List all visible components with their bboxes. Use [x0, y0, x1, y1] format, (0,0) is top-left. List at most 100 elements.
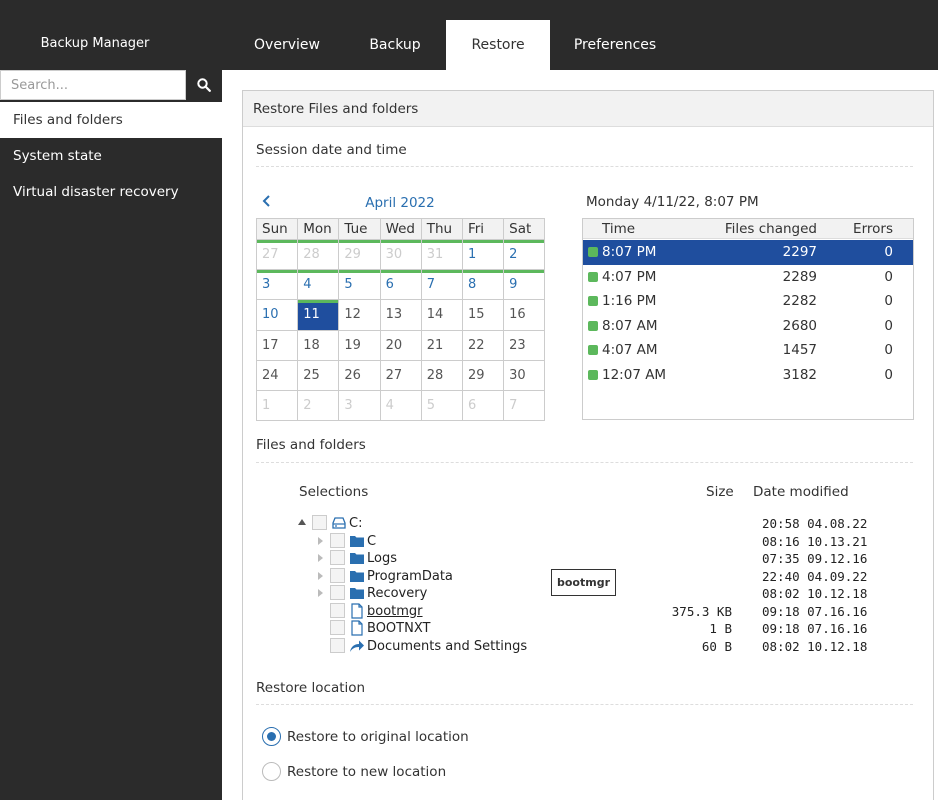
session-errors: 0	[884, 268, 893, 285]
selection-checkbox[interactable]	[330, 585, 345, 600]
tree-row[interactable]: Documents and Settings 60 B 08:02 10.12.…	[243, 637, 933, 656]
session-row[interactable]: 4:07 AM 1457 0	[583, 338, 913, 363]
calendar-month: April 2022	[365, 195, 435, 211]
session-list-header: Time Files changed Errors	[583, 219, 913, 239]
radio-restore-new[interactable]	[262, 762, 281, 781]
calendar-day: 31	[420, 238, 463, 271]
sidebar-item-files-and-folders[interactable]: Files and folders	[0, 102, 222, 138]
files-section-title: Files and folders	[256, 437, 366, 453]
column-header-size: Size	[706, 484, 734, 500]
session-row[interactable]: 8:07 AM 2680 0	[583, 314, 913, 339]
session-list: Time Files changed Errors 8:07 PM 2297 0…	[582, 218, 914, 420]
sidebar-item-virtual-disaster-recovery[interactable]: Virtual disaster recovery	[13, 184, 179, 200]
calendar-day-selected[interactable]: 11	[297, 299, 340, 331]
session-files-changed: 3182	[782, 367, 817, 383]
calendar-day: 21	[420, 329, 463, 361]
tree-item-name: Recovery	[367, 586, 428, 601]
calendar-day[interactable]: 6	[379, 269, 422, 301]
expand-toggle-icon[interactable]	[318, 589, 323, 597]
expand-toggle-icon[interactable]	[318, 536, 323, 545]
selection-checkbox[interactable]	[312, 515, 327, 530]
sidebar-item-system-state[interactable]: System state	[13, 148, 102, 164]
chevron-left-icon[interactable]	[261, 194, 273, 208]
calendar-day: 5	[420, 389, 463, 422]
column-header-files-changed: Files changed	[724, 221, 817, 237]
session-errors: 0	[884, 317, 893, 334]
expand-toggle-icon[interactable]	[318, 554, 323, 562]
tab-backup[interactable]: Backup	[369, 37, 421, 53]
tree-row[interactable]: bootmgr 375.3 KB 09:18 07.16.16	[243, 602, 933, 621]
folder-icon	[350, 535, 364, 547]
calendar-day[interactable]: 10	[255, 299, 299, 331]
selection-checkbox[interactable]	[330, 602, 345, 618]
calendar-day: 16	[503, 299, 546, 331]
section-divider	[256, 704, 913, 705]
session-row[interactable]: 1:16 PM 2282 0	[583, 289, 913, 314]
radio-restore-original[interactable]	[262, 727, 281, 746]
tree-row[interactable]: Recovery 08:02 10.12.18	[243, 585, 933, 603]
weekday-header: Tue	[338, 218, 381, 240]
calendar-day: 29	[461, 359, 505, 391]
tree-item-modified: 07:35 09.12.16	[762, 551, 868, 566]
weekday-header: Mon	[297, 218, 340, 240]
restore-location-title: Restore location	[256, 680, 366, 696]
session-row[interactable]: 12:07 AM 3182 0	[583, 363, 913, 388]
calendar-day: 24	[255, 359, 299, 391]
weekday-header: Thu	[420, 218, 463, 240]
tree-row[interactable]: C 08:16 10.13.21	[243, 532, 933, 551]
selection-checkbox[interactable]	[330, 620, 345, 635]
session-time: 12:07 AM	[602, 367, 667, 383]
calendar-day[interactable]: 8	[461, 269, 505, 301]
calendar-day[interactable]: 7	[420, 269, 463, 301]
tab-preferences[interactable]: Preferences	[573, 37, 657, 53]
session-time: 1:16 PM	[602, 293, 657, 310]
selection-checkbox[interactable]	[330, 550, 345, 565]
selection-checkbox[interactable]	[330, 532, 345, 548]
collapse-toggle-icon[interactable]	[298, 519, 306, 525]
tab-restore[interactable]: Restore	[446, 20, 550, 70]
tree-row[interactable]: ProgramData 22:40 04.09.22	[243, 567, 933, 586]
folder-icon	[350, 553, 364, 564]
tree-item-name: C	[367, 533, 377, 549]
tree-item-name[interactable]: bootmgr	[367, 603, 423, 619]
selected-session-label: Monday 4/11/22, 8:07 PM	[586, 194, 759, 210]
tree-row[interactable]: C: 20:58 04.08.22	[243, 515, 933, 533]
radio-label-restore-new: Restore to new location	[287, 764, 447, 780]
tree-item-size: 375.3 KB	[671, 603, 732, 619]
calendar-day: 1	[255, 389, 299, 422]
calendar-day[interactable]: 3	[255, 269, 299, 301]
search-button[interactable]	[186, 70, 222, 100]
tree-row[interactable]: Logs 07:35 09.12.16	[243, 550, 933, 568]
tree-row[interactable]: BOOTNXT 1 B 09:18 07.16.16	[243, 620, 933, 638]
calendar-day: 30	[503, 359, 546, 391]
selection-checkbox[interactable]	[330, 637, 345, 653]
shortcut-arrow-icon	[350, 640, 364, 652]
calendar-day[interactable]: 9	[503, 269, 546, 301]
calendar-day: 14	[420, 299, 463, 331]
session-row[interactable]: 8:07 PM 2297 0	[583, 240, 913, 265]
radio-label-restore-original: Restore to original location	[287, 729, 469, 745]
expand-toggle-icon[interactable]	[318, 571, 323, 580]
status-ok-icon	[588, 345, 598, 356]
session-files-changed: 2289	[782, 268, 817, 285]
session-row[interactable]: 4:07 PM 2289 0	[583, 265, 913, 290]
calendar-day[interactable]: 2	[503, 238, 546, 271]
calendar-day[interactable]: 5	[338, 269, 381, 301]
calendar-day[interactable]: 1	[461, 238, 505, 271]
tree-item-modified: 20:58 04.08.22	[762, 516, 868, 531]
file-icon	[351, 620, 363, 636]
tab-overview[interactable]: Overview	[254, 37, 320, 53]
selection-checkbox[interactable]	[330, 567, 345, 583]
calendar-day: 7	[503, 389, 546, 422]
calendar-day[interactable]: 4	[297, 269, 340, 301]
calendar-day: 17	[255, 329, 299, 361]
calendar-day: 30	[379, 238, 422, 271]
session-section-title: Session date and time	[256, 142, 407, 158]
calendar-day: 27	[255, 238, 299, 271]
file-icon	[351, 602, 363, 619]
session-files-changed: 2297	[782, 244, 817, 260]
session-errors: 0	[884, 244, 893, 260]
calendar-day: 28	[297, 238, 340, 271]
calendar-day: 13	[379, 299, 422, 331]
search-input[interactable]	[0, 70, 186, 100]
